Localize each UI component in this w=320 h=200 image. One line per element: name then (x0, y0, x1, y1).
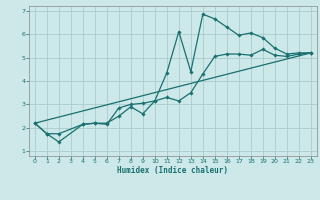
X-axis label: Humidex (Indice chaleur): Humidex (Indice chaleur) (117, 166, 228, 175)
